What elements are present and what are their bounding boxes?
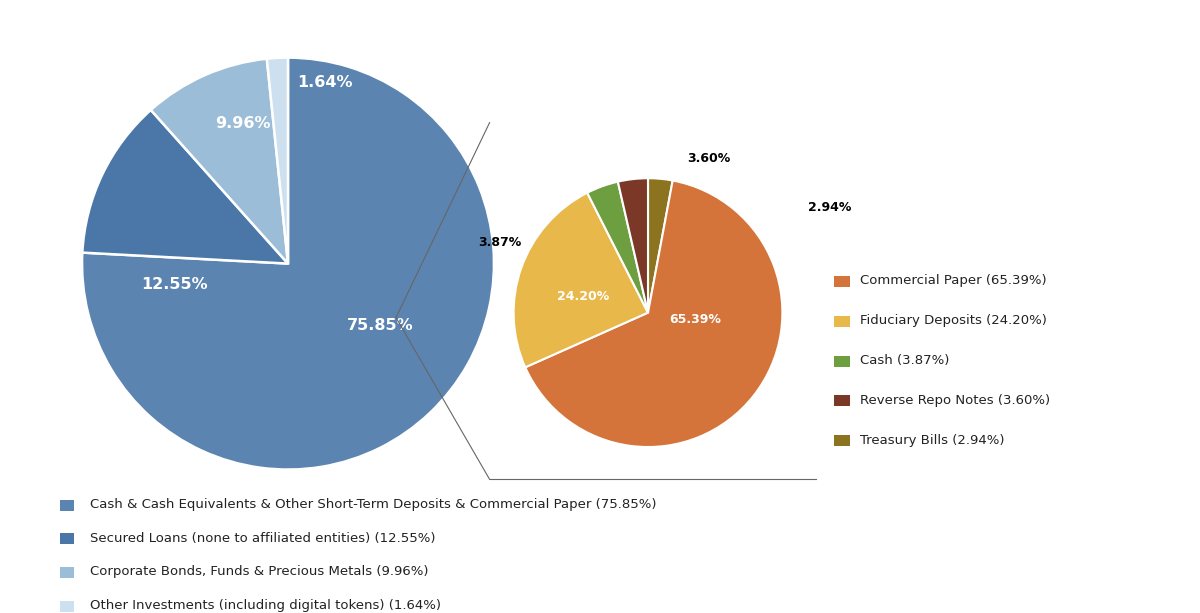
- Wedge shape: [618, 178, 648, 313]
- Wedge shape: [514, 192, 648, 367]
- Text: 3.87%: 3.87%: [479, 236, 522, 249]
- Text: Cash & Cash Equivalents & Other Short-Term Deposits & Commercial Paper (75.85%): Cash & Cash Equivalents & Other Short-Te…: [90, 498, 656, 511]
- Text: 12.55%: 12.55%: [142, 276, 208, 292]
- Wedge shape: [82, 58, 494, 470]
- Text: 2.94%: 2.94%: [808, 201, 851, 215]
- Text: Reverse Repo Notes (3.60%): Reverse Repo Notes (3.60%): [860, 394, 1050, 407]
- Text: Corporate Bonds, Funds & Precious Metals (9.96%): Corporate Bonds, Funds & Precious Metals…: [90, 565, 428, 579]
- Text: Fiduciary Deposits (24.20%): Fiduciary Deposits (24.20%): [860, 314, 1048, 327]
- Text: 75.85%: 75.85%: [347, 318, 414, 333]
- Wedge shape: [151, 59, 288, 264]
- Text: 65.39%: 65.39%: [670, 313, 721, 326]
- Text: 3.60%: 3.60%: [686, 151, 730, 164]
- Wedge shape: [587, 181, 648, 313]
- Text: Commercial Paper (65.39%): Commercial Paper (65.39%): [860, 274, 1048, 287]
- Text: Secured Loans (none to affiliated entities) (12.55%): Secured Loans (none to affiliated entiti…: [90, 531, 436, 545]
- Wedge shape: [266, 58, 288, 264]
- Text: Other Investments (including digital tokens) (1.64%): Other Investments (including digital tok…: [90, 599, 442, 612]
- Wedge shape: [648, 178, 673, 313]
- Text: 1.64%: 1.64%: [298, 75, 353, 90]
- Text: Treasury Bills (2.94%): Treasury Bills (2.94%): [860, 433, 1004, 447]
- Text: 9.96%: 9.96%: [215, 116, 270, 131]
- Text: Cash (3.87%): Cash (3.87%): [860, 354, 949, 367]
- Wedge shape: [526, 180, 782, 447]
- Wedge shape: [83, 110, 288, 264]
- Text: 24.20%: 24.20%: [557, 290, 610, 303]
